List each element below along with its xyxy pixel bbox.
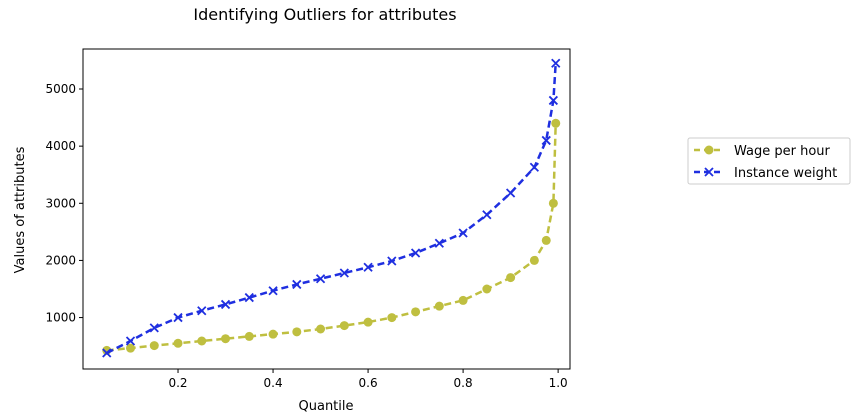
series-1-point-1 <box>125 336 136 346</box>
series-0-point-17 <box>506 273 516 283</box>
series-1 <box>102 58 561 358</box>
series-0-point-1 <box>126 343 136 353</box>
series-line-1 <box>106 63 557 355</box>
series-0-point-13 <box>411 307 421 317</box>
series-0 <box>102 118 561 355</box>
y-tick-label-3: 4000 <box>45 139 76 153</box>
series-0-point-15 <box>458 295 468 305</box>
series-0-point-2 <box>149 341 159 351</box>
series-1-point-3 <box>173 312 183 323</box>
legend-marker-wage <box>704 145 714 155</box>
y-tick-label-1: 2000 <box>45 253 76 267</box>
y-tick-label-2: 3000 <box>45 196 76 210</box>
series-1-point-0 <box>102 348 112 358</box>
series-0-point-10 <box>339 321 349 331</box>
legend-label-weight: Instance weight <box>734 166 837 181</box>
series-1-point-21 <box>551 58 561 68</box>
series-1-point-2 <box>149 323 159 333</box>
series-0-point-12 <box>387 313 397 323</box>
series-1-point-9 <box>315 274 326 284</box>
legend-label-wage: Wage per hour <box>734 144 831 159</box>
series-0-point-6 <box>244 331 254 341</box>
x-tick-label-3: 0.8 <box>454 376 473 390</box>
y-tick-label-0: 1000 <box>45 311 76 325</box>
series-0-point-3 <box>173 338 183 348</box>
series-1-point-14 <box>434 238 444 248</box>
y-axis-label: Values of attributes <box>13 146 28 273</box>
series-0-point-19 <box>541 235 551 245</box>
series-line-0 <box>106 123 557 352</box>
series-1-point-10 <box>339 268 349 278</box>
series-0-point-7 <box>268 329 278 339</box>
series-1-point-15 <box>458 228 468 238</box>
series-0-point-21 <box>551 118 561 128</box>
x-tick-label-0: 0.2 <box>168 376 187 390</box>
series-0-point-4 <box>197 336 207 346</box>
y-tick-label-4: 5000 <box>45 82 76 96</box>
series-0-point-8 <box>292 327 302 337</box>
series-1-point-13 <box>410 248 421 258</box>
series-1-point-17 <box>505 188 516 198</box>
series-1-point-4 <box>197 306 207 316</box>
series-1-point-16 <box>482 210 492 220</box>
series-1-point-11 <box>363 262 373 272</box>
series-0-point-11 <box>363 317 373 327</box>
series-1-point-18 <box>529 162 540 172</box>
series-0-point-16 <box>482 284 492 294</box>
series-1-point-12 <box>387 256 397 266</box>
x-tick-label-2: 0.6 <box>359 376 378 390</box>
legend: Wage per hour Instance weight <box>687 137 851 185</box>
x-tick-label-4: 1.0 <box>549 376 568 390</box>
x-tick-label-1: 0.4 <box>264 376 283 390</box>
series-0-point-5 <box>221 334 231 344</box>
x-axis-label: Quantile <box>299 399 354 414</box>
series-0-point-9 <box>316 324 326 334</box>
series-1-point-7 <box>268 286 278 296</box>
chart-title: Identifying Outliers for attributes <box>193 5 456 24</box>
series-1-point-5 <box>220 299 231 310</box>
series-1-point-8 <box>292 279 302 290</box>
series-1-point-20 <box>548 95 559 106</box>
series-layer <box>102 58 561 358</box>
series-0-point-20 <box>548 198 558 208</box>
series-1-point-6 <box>244 292 254 303</box>
legend-marker-weight <box>704 167 714 177</box>
y-axis: 1000 2000 3000 4000 5000 <box>45 82 83 325</box>
series-0-point-18 <box>529 255 539 265</box>
series-0-point-14 <box>434 301 444 311</box>
series-1-point-19 <box>541 135 551 146</box>
plot-area <box>82 48 571 370</box>
legend-box <box>687 137 851 185</box>
x-axis: 0.2 0.4 0.6 0.8 1.0 <box>168 369 568 390</box>
